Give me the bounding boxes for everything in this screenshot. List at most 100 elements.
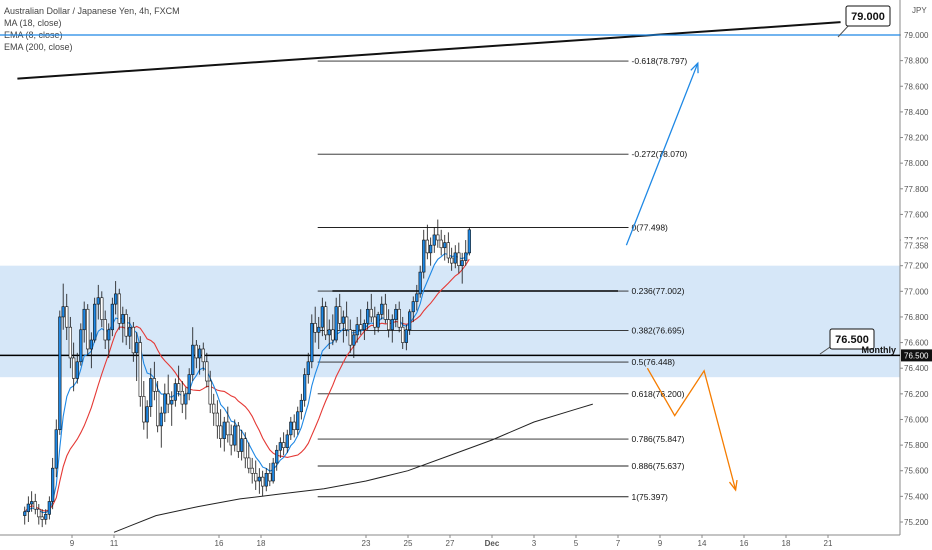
candle-body [324, 306, 328, 336]
candle-body [411, 301, 415, 313]
trend-line [17, 21, 841, 80]
callout-label-76-5: 76.500 [835, 334, 869, 346]
candle-body [460, 260, 464, 266]
fib-level-label: -0.272(78.070) [632, 149, 688, 159]
candle-body [331, 329, 335, 341]
current-price-badge [901, 239, 932, 252]
candle-body [313, 323, 317, 333]
x-tick-label: 23 [362, 539, 371, 548]
candle-body [30, 501, 34, 505]
fib-level-label: 0.618(76.200) [632, 389, 685, 399]
y-tick-label: 75.600 [904, 467, 929, 476]
candle-body [425, 239, 429, 254]
candle-body [310, 323, 314, 363]
bullish-arrow-head [690, 61, 699, 74]
ma18-line [24, 258, 470, 513]
candle-body [86, 308, 90, 350]
candle-body [268, 472, 272, 482]
candle-body [296, 411, 300, 431]
candle-body [264, 472, 268, 487]
x-tick-label: 14 [698, 539, 707, 548]
candle-body [345, 316, 349, 331]
candle-body [131, 326, 135, 354]
x-tick-label: 21 [824, 539, 833, 548]
bearish-projection-path [646, 367, 737, 491]
candle-body [142, 396, 146, 423]
candle-body [303, 374, 307, 401]
candle-body [446, 242, 450, 259]
candle-body [180, 390, 184, 405]
candle-body [65, 306, 69, 328]
candle-body [299, 399, 303, 413]
candle-body [236, 425, 240, 452]
candle-body [327, 329, 331, 336]
x-tick-label: 16 [215, 539, 224, 548]
fib-level-label: 0(77.498) [632, 222, 669, 232]
candle-body [135, 342, 139, 354]
candle-body [159, 412, 163, 427]
bearish-arrow-head [728, 479, 738, 492]
candle-body [187, 374, 191, 395]
x-tick-label: 9 [658, 539, 663, 548]
candle-body [212, 403, 216, 414]
candle-body [394, 308, 398, 320]
callout-box-76-5 [829, 328, 875, 350]
candle-body [208, 380, 212, 405]
x-tick-label: 25 [404, 539, 413, 548]
candle-body [82, 308, 86, 331]
candle-body [359, 324, 363, 331]
candle-body [429, 244, 433, 254]
candle-body [152, 378, 156, 392]
candle-body [23, 511, 27, 516]
candle-body [289, 421, 293, 436]
candle-body [226, 421, 230, 436]
current-price-label: 77.358 [904, 241, 929, 250]
candle-body [355, 324, 359, 336]
y-tick-label: 78.400 [904, 108, 929, 117]
candle-body [149, 378, 153, 407]
x-tick-label: 27 [446, 539, 455, 548]
candle-body [352, 334, 356, 346]
price-badge-79-label: 79.000 [904, 31, 929, 40]
fib-level-label: 0.786(75.847) [632, 434, 685, 444]
candle-body [233, 425, 237, 446]
candle-body [163, 393, 167, 414]
candle-body [401, 326, 405, 343]
candle-body [198, 348, 202, 359]
candle-body [37, 508, 41, 518]
price-badge-76-5-label: 76.500 [904, 351, 929, 360]
candle-body [387, 319, 391, 331]
candle-body [397, 308, 401, 328]
price-badge-79 [901, 29, 932, 41]
candle-body [58, 316, 62, 431]
fib-level-label: 1(75.397) [632, 492, 669, 502]
y-tick-label: 76.400 [904, 364, 929, 373]
fib-level-label: 0.382(76.695) [632, 325, 685, 335]
candle-body [285, 434, 289, 448]
candle-body [117, 293, 121, 324]
callout-box-79 [845, 5, 891, 27]
y-tick-label: 78.800 [904, 57, 929, 66]
candle-body [93, 303, 97, 341]
candle-body [422, 239, 426, 273]
candle-body [215, 412, 219, 427]
candle-body [443, 242, 447, 249]
candle-body [317, 326, 321, 333]
candle-body [47, 501, 51, 515]
monthly-label: Monthly [862, 345, 897, 355]
candle-body [229, 434, 233, 446]
candle-body [205, 361, 209, 382]
y-tick-label: 76.000 [904, 415, 929, 424]
x-tick-label: 9 [70, 539, 75, 548]
candle-body [51, 467, 55, 502]
y-tick-label: 77.600 [904, 210, 929, 219]
x-tick-label: 16 [740, 539, 749, 548]
candle-body [40, 516, 44, 520]
candle-body [68, 326, 72, 359]
candle-body [110, 303, 114, 331]
candle-body [261, 476, 265, 487]
y-tick-label: 76.200 [904, 390, 929, 399]
candle-body [26, 503, 30, 513]
y-tick-label: 76.800 [904, 313, 929, 322]
